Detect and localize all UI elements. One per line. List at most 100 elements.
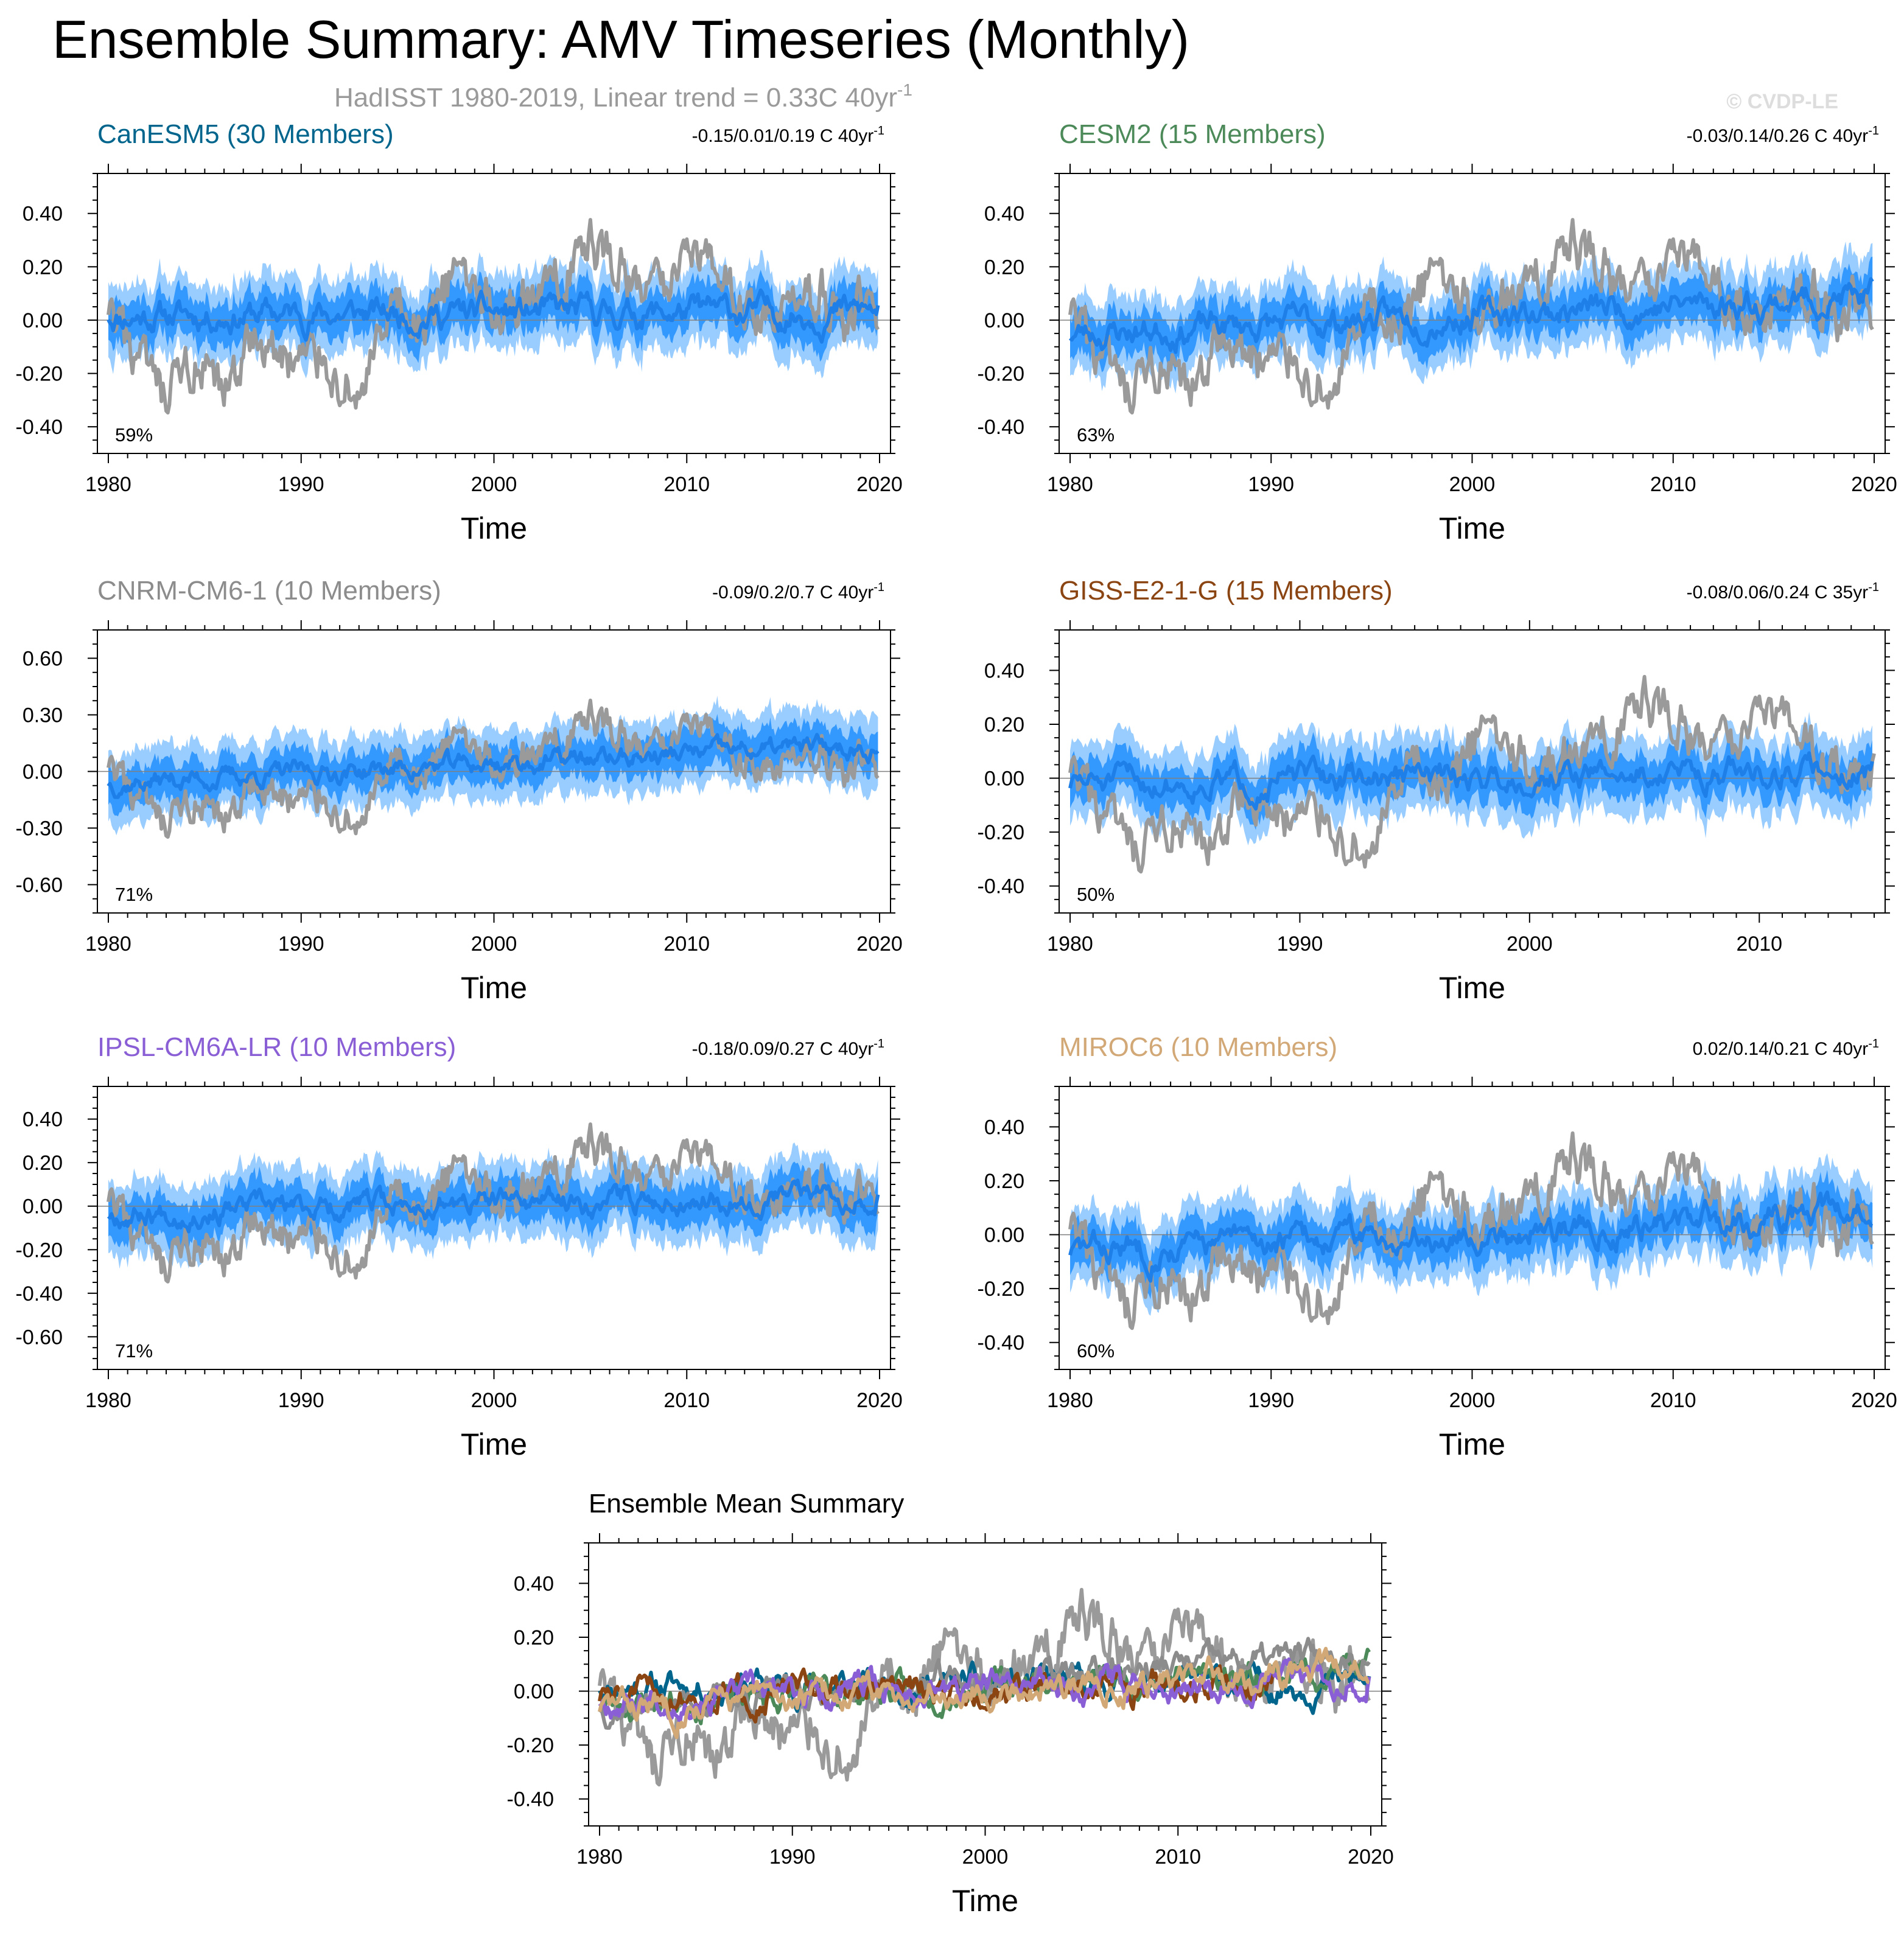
ensemble-mean-line xyxy=(107,1178,880,1234)
x-tick-label: 2020 xyxy=(1851,1389,1897,1412)
panel-stat-sup: -1 xyxy=(1868,1037,1879,1051)
panel-stat-sup: -1 xyxy=(873,124,884,138)
y-tick-label: -0.20 xyxy=(16,1239,63,1262)
x-axis-label: Time xyxy=(461,1427,527,1461)
x-axis-label: Time xyxy=(1439,511,1505,545)
subtitle-sup: -1 xyxy=(897,80,912,99)
ensemble-mean-line xyxy=(1068,751,1874,811)
panel-cesm2: 1980 1990 2000 2010 2020 0.40 0.20 0.00 -0.20 -0.… xyxy=(978,119,1897,545)
y-tick-label: -0.40 xyxy=(507,1788,555,1811)
panel-title: CanESM5 (30 Members) xyxy=(97,119,394,149)
panel-stat: -0.18/0.09/0.27 C 40yr-1 xyxy=(692,1037,884,1059)
plot-area xyxy=(1059,1131,1885,1330)
x-tick-label: 2000 xyxy=(471,1389,517,1412)
y-tick-label: -0.60 xyxy=(16,874,63,897)
y-tick-label: 0.00 xyxy=(984,309,1024,332)
plot-area xyxy=(97,696,891,839)
x-tick-label: 1990 xyxy=(1248,473,1294,496)
y-tick-label: 0.60 xyxy=(23,648,63,671)
panel-title: GISS-E2-1-G (15 Members) xyxy=(1059,576,1393,606)
y-tick-label: -0.40 xyxy=(978,416,1025,439)
y-tick-label: -0.30 xyxy=(16,817,63,841)
x-axis-label: Time xyxy=(1439,1427,1505,1461)
y-tick-label: 0.00 xyxy=(514,1680,554,1704)
panel-giss-e2-1-g: 1980 1990 2000 2010 0.40 0.20 0.00 -0.20 -0.40 Ti… xyxy=(978,576,1895,1005)
x-tick-label: 1990 xyxy=(278,1389,324,1412)
plot-area xyxy=(97,1122,891,1284)
y-tick-label: 0.20 xyxy=(23,1152,63,1175)
panel-stat-sup: -1 xyxy=(1868,581,1879,594)
x-tick-label: 2010 xyxy=(663,1389,710,1412)
x-tick-label: 1990 xyxy=(1277,932,1323,956)
y-tick-label: -0.40 xyxy=(16,1282,63,1306)
panel-stat-text: 0.02/0.14/0.21 C 40yr xyxy=(1693,1039,1869,1059)
panel-title: IPSL-CM6A-LR (10 Members) xyxy=(97,1032,456,1062)
observed-line xyxy=(107,1122,880,1284)
y-tick-label: 0.40 xyxy=(23,1108,63,1131)
panel-stat: -0.03/0.14/0.26 C 40yr-1 xyxy=(1687,124,1879,146)
panel-stat: 0.02/0.14/0.21 C 40yr-1 xyxy=(1693,1037,1879,1059)
panel-percent: 59% xyxy=(115,424,153,446)
panel-stat-text: -0.08/0.06/0.24 C 35yr xyxy=(1687,582,1869,603)
panel-percent: 71% xyxy=(115,1340,153,1362)
y-tick-label: 0.20 xyxy=(514,1626,554,1649)
panel-stat-text: -0.09/0.2/0.7 C 40yr xyxy=(712,582,873,603)
panel-title: Ensemble Mean Summary xyxy=(589,1489,904,1519)
panel-stat-text: -0.03/0.14/0.26 C 40yr xyxy=(1687,126,1869,146)
y-tick-label: 0.40 xyxy=(984,203,1024,226)
ensemble-mean-line xyxy=(1068,277,1874,354)
panel-stat-sup: -1 xyxy=(1868,124,1879,138)
spread-inner-band xyxy=(108,268,878,363)
watermark: © CVDP-LE xyxy=(1726,90,1838,113)
y-tick-label: -0.40 xyxy=(16,416,63,439)
panel-stat-text: -0.15/0.01/0.19 C 40yr xyxy=(692,126,874,146)
y-tick-label: -0.60 xyxy=(16,1326,63,1349)
y-tick-label: 0.30 xyxy=(23,704,63,727)
y-tick-label: -0.20 xyxy=(978,1278,1025,1301)
y-tick-label: -0.20 xyxy=(978,363,1025,386)
panel-percent: 71% xyxy=(115,884,153,905)
y-tick-label: 0.40 xyxy=(23,203,63,226)
x-tick-label: 2020 xyxy=(856,473,903,496)
x-axis-label: Time xyxy=(461,511,527,545)
x-axis-label: Time xyxy=(952,1884,1018,1918)
x-tick-label: 1990 xyxy=(278,473,324,496)
y-tick-label: 0.00 xyxy=(23,761,63,784)
x-tick-label: 2000 xyxy=(1449,473,1496,496)
y-tick-label: 0.20 xyxy=(984,713,1024,736)
plot-area xyxy=(589,1587,1382,1787)
panel-stat-sup: -1 xyxy=(873,1037,884,1051)
x-tick-label: 2010 xyxy=(663,932,710,956)
ensemble-mean-line xyxy=(1068,1190,1874,1283)
plot-area xyxy=(97,218,891,414)
x-tick-label: 2000 xyxy=(1507,932,1553,956)
panel-stat-text: -0.18/0.09/0.27 C 40yr xyxy=(692,1039,874,1059)
x-tick-label: 2020 xyxy=(1348,1845,1394,1869)
ensemble-mean-line xyxy=(107,288,880,344)
panel-stat: -0.08/0.06/0.24 C 35yr-1 xyxy=(1687,581,1879,603)
x-tick-label: 1990 xyxy=(278,932,324,956)
x-tick-label: 2010 xyxy=(1650,1389,1696,1412)
y-tick-label: -0.20 xyxy=(507,1734,555,1757)
x-tick-label: 2000 xyxy=(1449,1389,1496,1412)
y-tick-label: 0.00 xyxy=(23,1195,63,1218)
x-tick-label: 1980 xyxy=(85,473,131,496)
x-tick-label: 2010 xyxy=(663,473,710,496)
panel-canesm5: 1980 1990 2000 2010 2020 0.40 0.20 0.00 -0.20 -0.… xyxy=(16,119,903,545)
panels: 1980 1990 2000 2010 2020 0.40 0.20 0.00 -0.20 -0.… xyxy=(16,119,1897,1918)
x-axis-label: Time xyxy=(1439,971,1505,1005)
y-tick-label: 0.40 xyxy=(514,1572,554,1595)
x-tick-label: 1980 xyxy=(1047,1389,1093,1412)
plot-area xyxy=(1059,218,1885,414)
y-tick-label: 0.20 xyxy=(984,256,1024,279)
x-tick-label: 2020 xyxy=(856,1389,903,1412)
panel-miroc6: 1980 1990 2000 2010 2020 0.40 0.20 0.00 -0.20 -0.… xyxy=(978,1032,1897,1461)
x-tick-label: 2000 xyxy=(962,1845,1009,1869)
y-tick-label: 0.00 xyxy=(984,1224,1024,1247)
x-tick-label: 1990 xyxy=(769,1845,816,1869)
panel-stat-sup: -1 xyxy=(873,581,884,594)
plot-frame xyxy=(1059,629,1886,914)
plot-area xyxy=(1059,674,1885,874)
panel-percent: 63% xyxy=(1077,424,1115,446)
